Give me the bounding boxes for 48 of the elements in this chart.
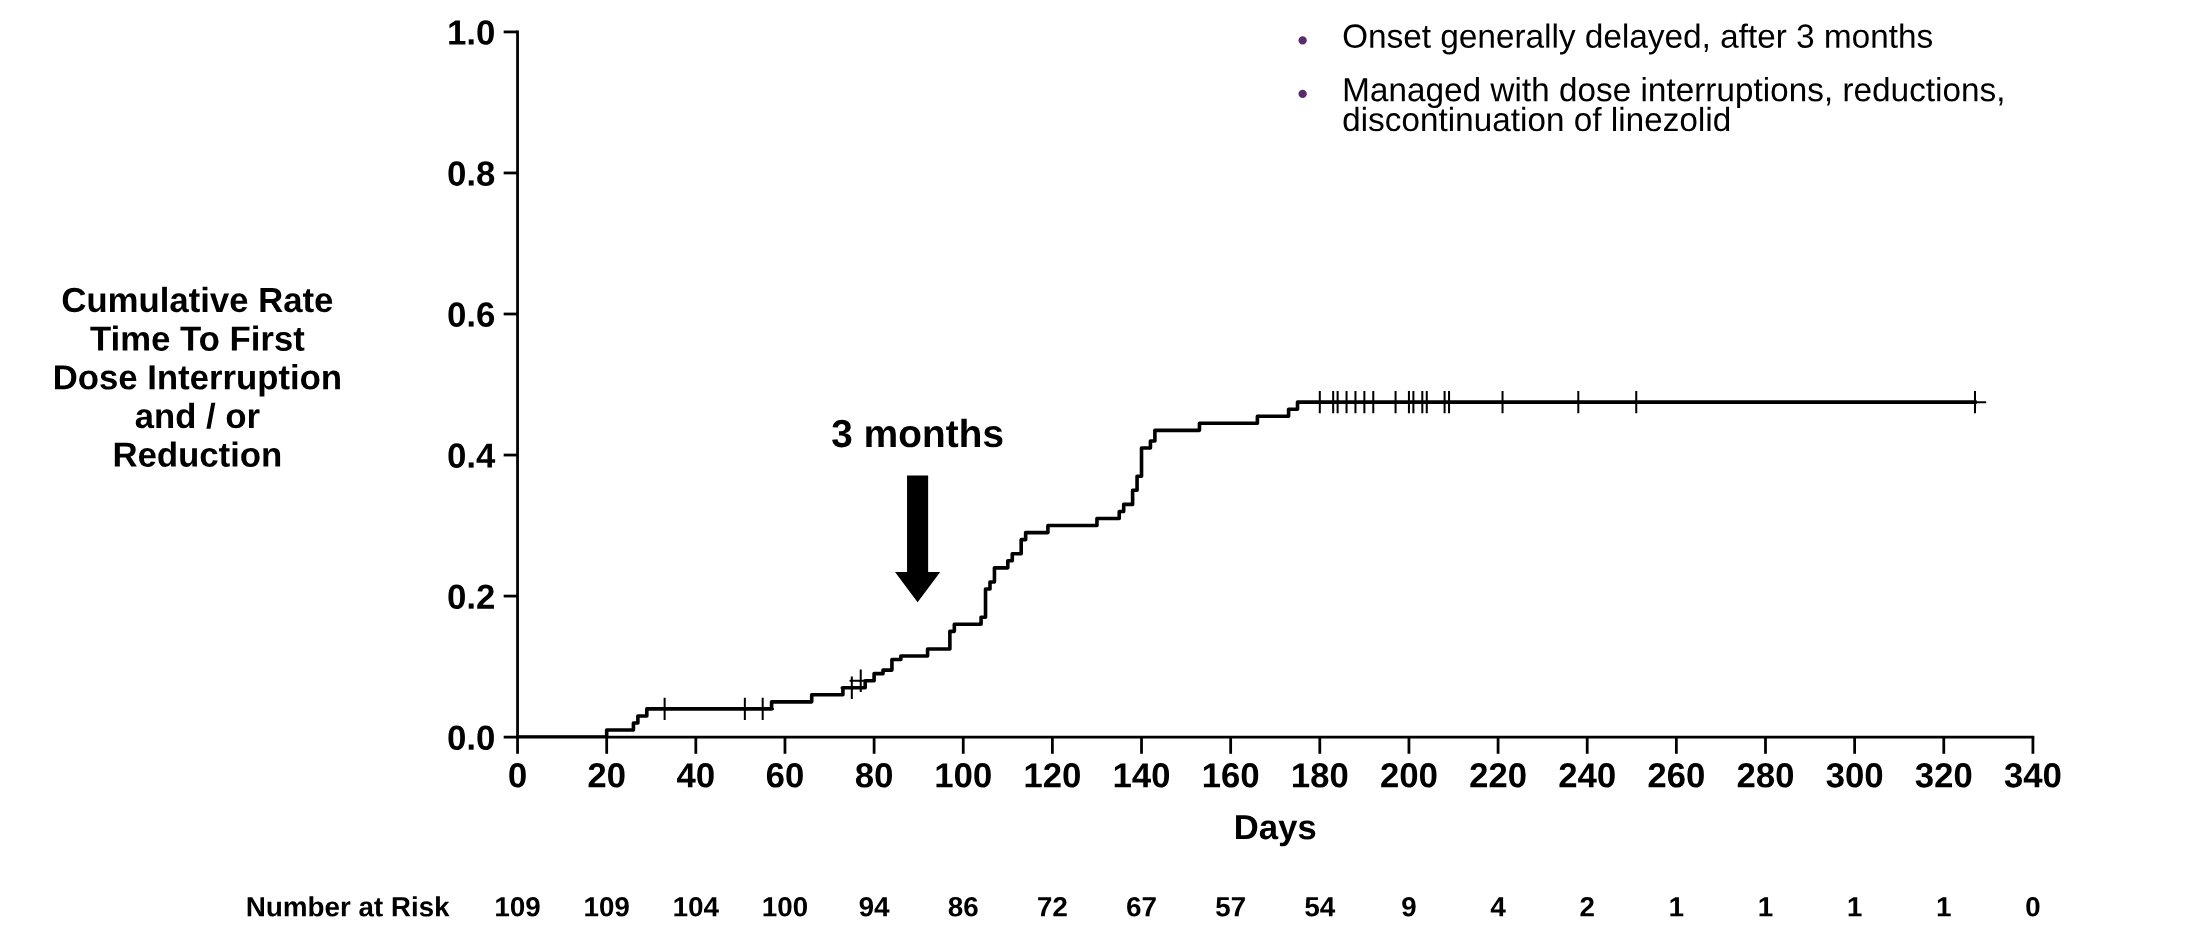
text: 54: [1305, 897, 1336, 917]
y-tick-label: 0.2: [448, 584, 494, 609]
text: 67: [1127, 896, 1156, 917]
x-tick-label: 280: [1737, 763, 1794, 788]
text: 94: [859, 896, 890, 917]
x-tick-label: 340: [2004, 763, 2061, 788]
text: 100: [763, 896, 807, 917]
text: 104: [674, 896, 719, 917]
x-tick-label: 160: [1203, 763, 1259, 788]
x-tick-label: 220: [1470, 763, 1526, 788]
x-tick-label: 320: [1915, 763, 1972, 788]
text: 1: [1670, 897, 1684, 917]
text: Number at Risk: [247, 896, 450, 917]
x-tick-label: 120: [1025, 763, 1080, 788]
text: 1: [1848, 897, 1862, 917]
text: 1: [1937, 897, 1951, 917]
x-tick-label: 260: [1648, 763, 1704, 788]
x-tick-label: 180: [1293, 763, 1348, 788]
annotation: 3 months: [832, 418, 1003, 448]
y-tick-label: 0.4: [448, 443, 496, 468]
text: 72: [1038, 896, 1067, 917]
x-tick-label: 100: [936, 763, 991, 788]
text: 109: [496, 896, 540, 917]
text: 109: [585, 896, 629, 917]
text: 0: [2026, 896, 2040, 917]
text: 4: [1490, 897, 1506, 917]
y-tick-label: 1.0: [449, 20, 494, 45]
x-tick-label: 200: [1381, 763, 1437, 788]
x-tick-label: 300: [1826, 763, 1883, 788]
annotation: Onset generally delayed, after 3 months: [1343, 23, 1932, 55]
x-tick-label: 140: [1114, 763, 1170, 788]
x-tick-label: 40: [677, 763, 714, 788]
text: 86: [948, 896, 978, 917]
x-tick-label: 20: [588, 763, 625, 788]
y-tick-label: 0.8: [448, 161, 495, 186]
x-tick-label: 240: [1559, 763, 1615, 788]
text: 1: [1759, 897, 1773, 917]
annotation: Managed with dose interruptions, reductions, discontinuation of linezolid: [1343, 77, 2003, 132]
text: 57: [1216, 897, 1245, 917]
y-axis-title: Cumulative Rate Time To First Dose Interruption and / or Reduction: [55, 286, 340, 467]
text: 2: [1580, 896, 1594, 917]
x-tick-label: 80: [855, 763, 892, 788]
x-tick-label: 0: [509, 763, 526, 788]
y-tick-label: 0.6: [448, 302, 495, 327]
text: 9: [1402, 896, 1416, 917]
y-tick-label: 0.0: [448, 725, 494, 751]
x-tick-label: 60: [766, 763, 803, 788]
x-axis-title: Days: [1236, 815, 1316, 847]
